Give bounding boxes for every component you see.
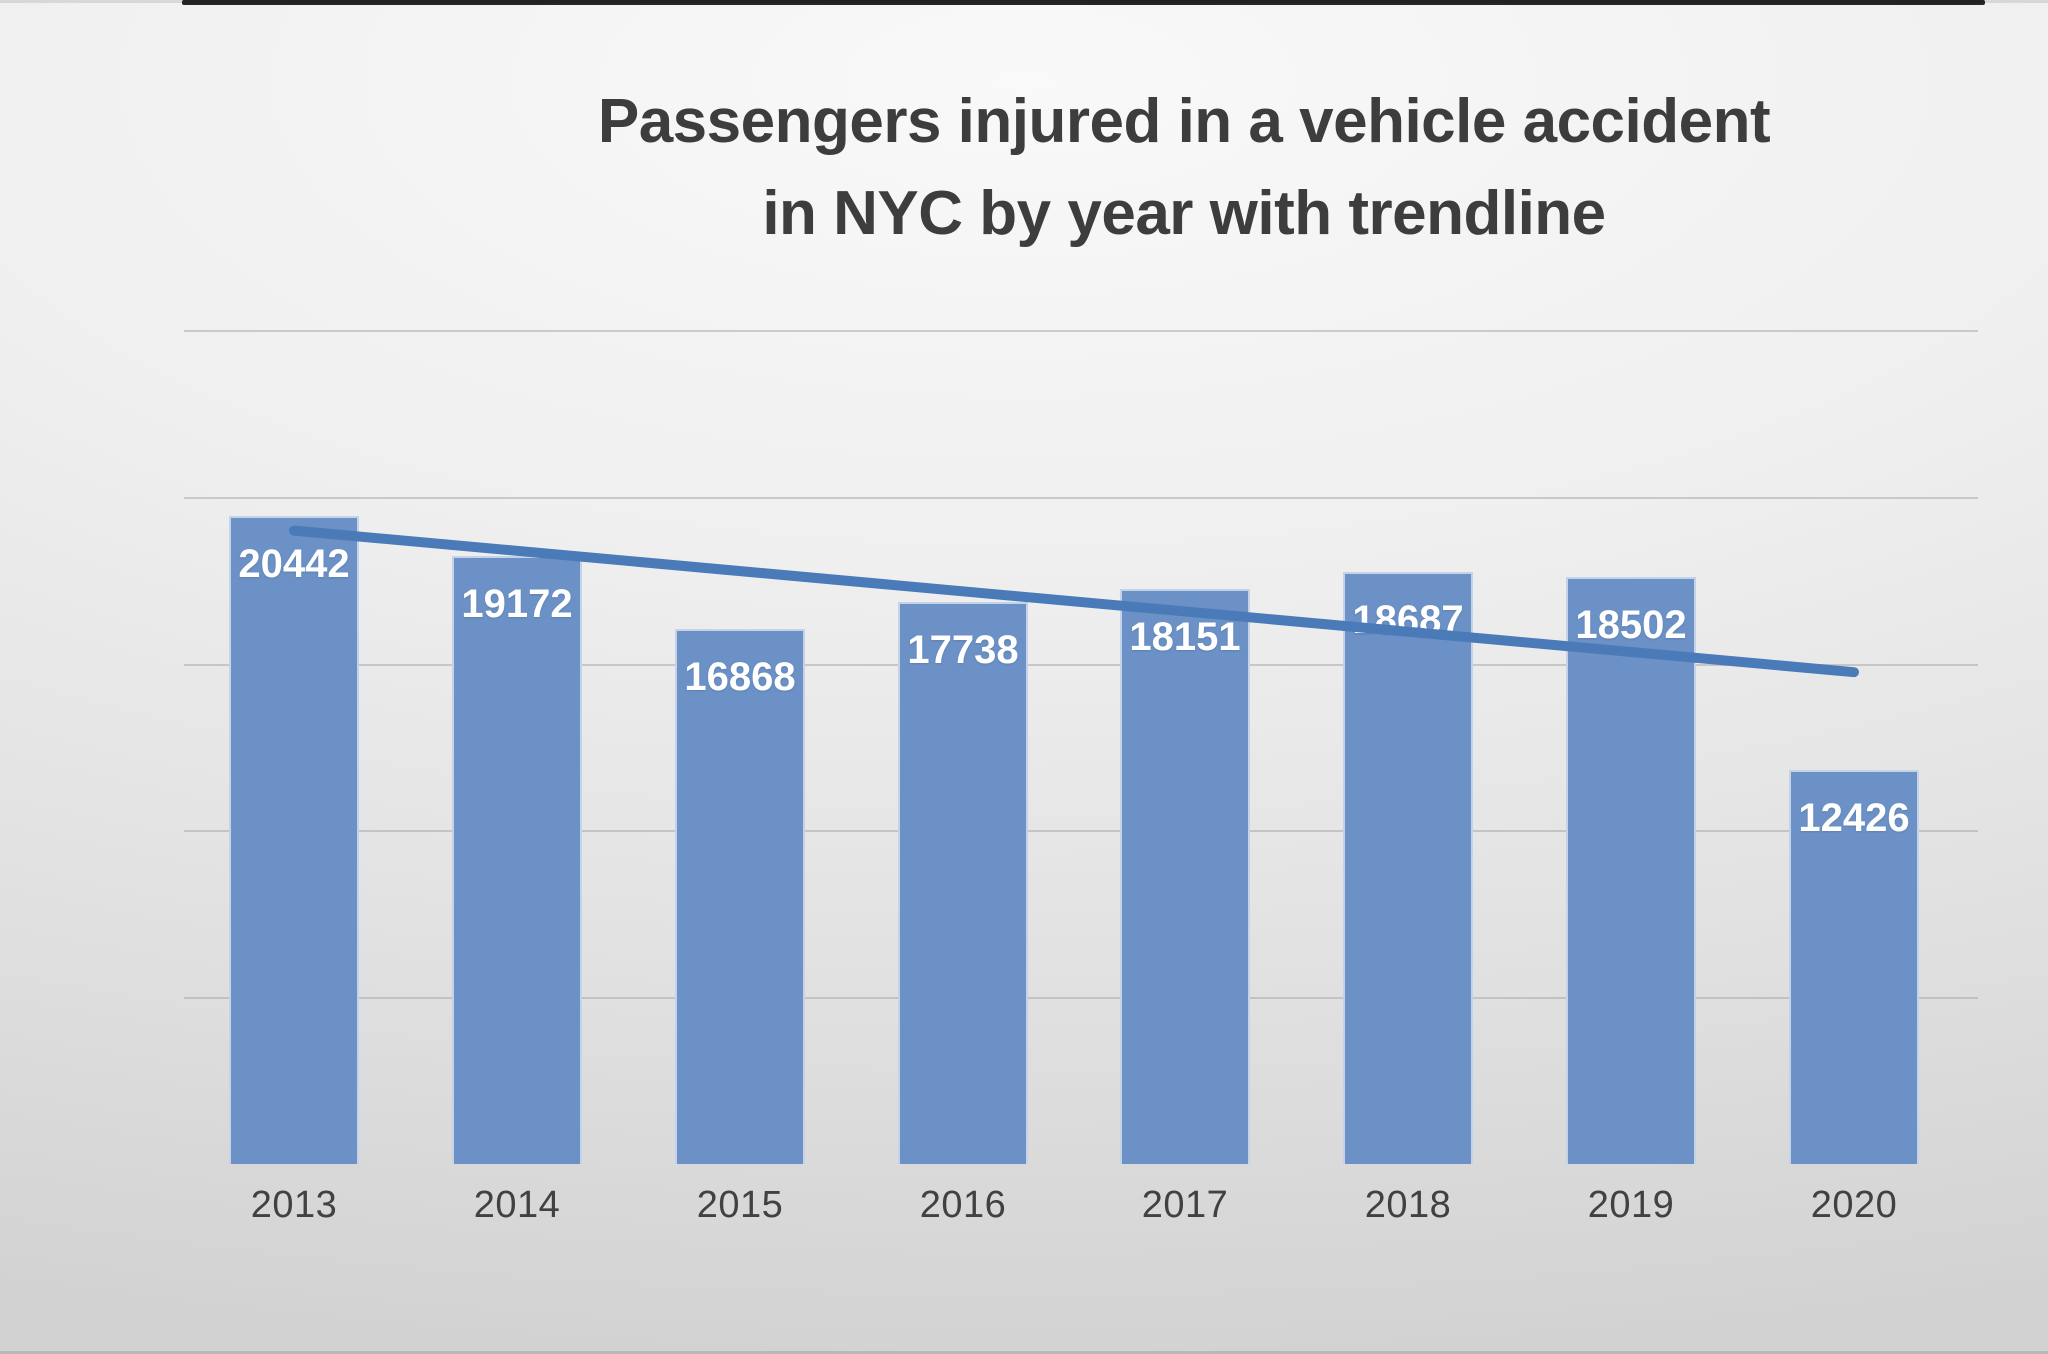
bar-value-label: 18151 [1129,615,1241,659]
chart-title-line-2: in NYC by year with trendline [762,179,1606,248]
bar-2019: 18502 [1566,577,1696,1164]
bar-value-label: 18502 [1575,603,1687,647]
x-axis-label-2018: 2018 [1364,1184,1452,1226]
x-axis-label-2015: 2015 [696,1184,784,1226]
x-axis-label-2017: 2017 [1141,1184,1229,1226]
bar-2016: 17738 [898,602,1028,1164]
bar-2017: 18151 [1120,589,1250,1164]
x-axis-line [182,0,1985,5]
horizontal-gridline [184,997,1978,999]
horizontal-gridline [184,497,1978,499]
x-axis-label-2014: 2014 [473,1184,561,1226]
bar-2020: 12426 [1789,770,1919,1164]
bar-value-label: 19172 [461,582,573,626]
chart-title-line-1: Passengers injured in a vehicle accident [597,87,1771,156]
bar-value-label: 18687 [1352,598,1464,642]
horizontal-gridline [184,330,1978,332]
x-axis-label-2020: 2020 [1810,1184,1898,1226]
x-axis-label-2019: 2019 [1587,1184,1675,1226]
bar-2014: 19172 [452,556,582,1164]
chart-title: Passengers injured in a vehicle accident… [320,76,2048,260]
x-axis-label-2013: 2013 [250,1184,338,1226]
horizontal-gridline [184,830,1978,832]
bar-value-label: 17738 [907,628,1019,672]
bar-value-label: 12426 [1798,796,1910,840]
bar-2015: 16868 [675,629,805,1164]
x-axis-label-2016: 2016 [919,1184,1007,1226]
bar-2013: 20442 [229,516,359,1164]
slide-top-edge-shadow [0,0,2048,3]
bar-value-label: 20442 [238,542,350,586]
bar-2018: 18687 [1343,572,1473,1164]
bar-value-label: 16868 [684,655,796,699]
slide-bottom-edge-shadow [0,1351,2048,1354]
